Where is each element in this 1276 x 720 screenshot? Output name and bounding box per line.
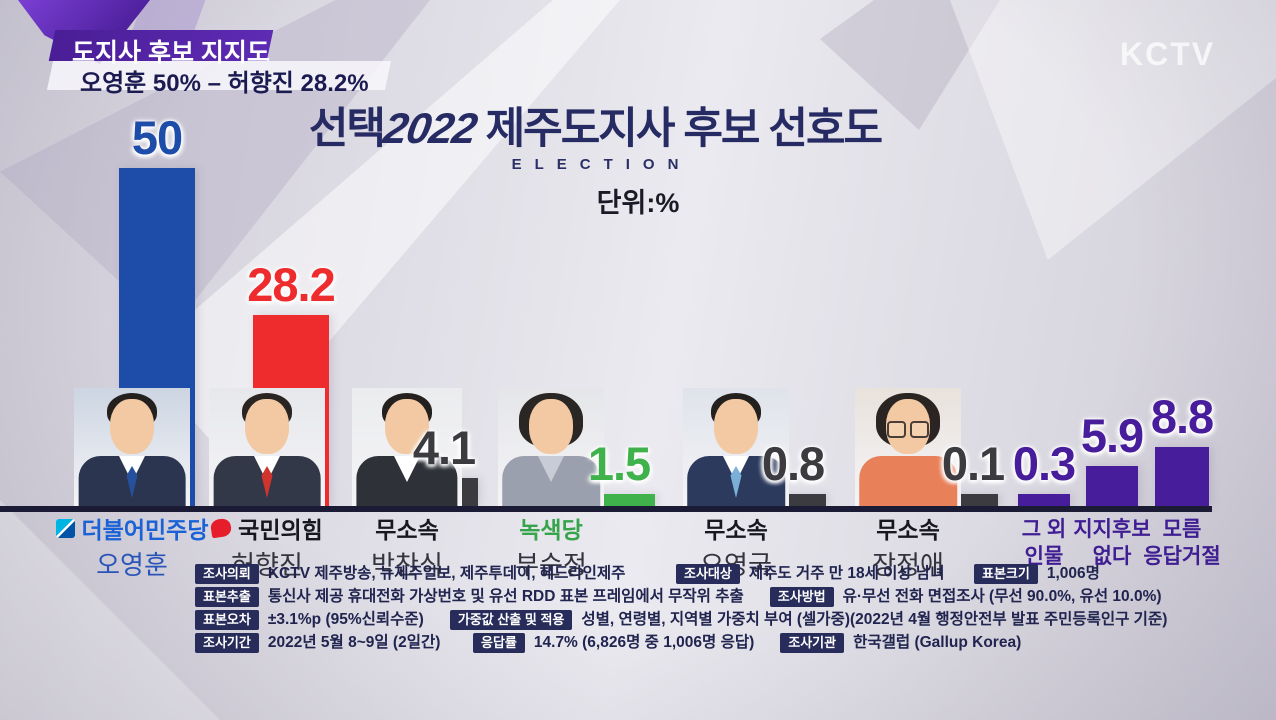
survey-item: 조사의뢰 KCTV 제주방송, 뉴제주일보, 제주투데이, 헤드라인제주 bbox=[195, 564, 650, 584]
election-logo-year: 2022 bbox=[379, 105, 480, 153]
candidate-photo-오영국 bbox=[683, 388, 789, 506]
unit-label: 단위:% bbox=[596, 188, 680, 218]
avatar-suit bbox=[859, 456, 957, 506]
party-name: 무소속 bbox=[704, 517, 768, 543]
survey-badge: 표본크기 bbox=[974, 564, 1038, 584]
party-label-장정애: 무소속 bbox=[798, 512, 1018, 544]
avatar-face bbox=[110, 399, 154, 454]
survey-item: 가중값 산출 및 적용 성별, 연령별, 지역별 가중치 부여 (셀가중)(202… bbox=[449, 610, 1168, 630]
party-label-부순정: 녹색당 bbox=[441, 512, 661, 544]
avatar-face bbox=[886, 399, 930, 454]
kctv-logo: KCTV bbox=[1120, 36, 1216, 72]
survey-badge: 조사의뢰 bbox=[195, 564, 259, 584]
party-name: 무소속 bbox=[375, 517, 439, 543]
minjoo-party-logo-icon bbox=[55, 518, 75, 538]
survey-item: 조사기간 2022년 5월 8~9일 (2일간) bbox=[195, 633, 447, 653]
avatar-tie bbox=[730, 466, 742, 498]
survey-item: 조사대상 제주도 거주 만 18세 이상 남녀 bbox=[676, 564, 948, 584]
value-label-허향진: 28.2 bbox=[247, 258, 335, 311]
party-name: 더불어민주당 bbox=[81, 517, 209, 543]
value-label-장정애: 0.1 bbox=[941, 437, 1005, 490]
party-label-오영국: 무소속 bbox=[626, 512, 846, 544]
survey-value: 2022년 5월 8~9일 (2일간) bbox=[267, 634, 441, 651]
other-category-line: 그 외 bbox=[1021, 518, 1067, 541]
survey-value: 제주도 거주 만 18세 이상 남녀 bbox=[748, 565, 945, 582]
party-label-허향진: 국민의힘 bbox=[157, 512, 377, 544]
other-category-line: 없다 bbox=[1092, 545, 1132, 568]
other-category-line: 지지후보 bbox=[1073, 518, 1151, 541]
glasses-lens bbox=[887, 421, 906, 438]
avatar-tie bbox=[261, 466, 273, 498]
value-label-그 외인물: 0.3 bbox=[1012, 437, 1076, 490]
chart-baseline bbox=[0, 506, 1212, 512]
avatar-tie bbox=[126, 466, 138, 498]
subheadline-text: 오영훈 50% – 허향진 28.2% bbox=[80, 70, 369, 97]
value-label-부순정: 1.5 bbox=[587, 437, 651, 490]
avatar-face bbox=[714, 399, 758, 454]
election-eyebrow: ELECTION bbox=[511, 156, 692, 173]
avatar-face bbox=[245, 399, 289, 454]
bar-그 외인물 bbox=[1018, 494, 1070, 506]
candidate-name-부순정: 부순정 bbox=[515, 550, 587, 580]
candidate-name-박찬식: 박찬식 bbox=[371, 550, 443, 580]
party-name: 국민의힘 bbox=[238, 517, 323, 543]
bar-모름응답거절 bbox=[1155, 447, 1209, 506]
survey-badge: 표본추출 bbox=[195, 587, 259, 607]
survey-item: 표본크기 1,006명 bbox=[974, 564, 1100, 584]
survey-value: 1,006명 bbox=[1046, 565, 1100, 582]
candidate-name-오영훈: 오영훈 bbox=[96, 550, 168, 580]
survey-item: 응답률 14.7% (6,826명 중 1,006명 응답) bbox=[473, 633, 754, 653]
survey-item: 표본오차 ±3.1%p (95%신뢰수준) bbox=[195, 610, 424, 630]
party-label-오영훈: 더불어민주당 bbox=[22, 512, 242, 544]
survey-badge: 조사기간 bbox=[195, 633, 259, 653]
survey-value: 통신사 제공 휴대전화 가상번호 및 유선 RDD 표본 프레임에서 무작위 추… bbox=[267, 588, 744, 605]
value-label-지지후보없다: 5.9 bbox=[1080, 409, 1144, 462]
survey-badge: 조사방법 bbox=[769, 587, 834, 607]
value-label-모름응답거절: 8.8 bbox=[1150, 390, 1214, 443]
survey-badge: 조사대상 bbox=[676, 564, 740, 584]
survey-row: 표본추출 통신사 제공 휴대전화 가상번호 및 유선 RDD 표본 프레임에서 무… bbox=[195, 587, 1255, 607]
survey-item: 조사기관 한국갤럽 (Gallup Korea) bbox=[780, 633, 1021, 653]
survey-row: 조사의뢰 KCTV 제주방송, 뉴제주일보, 제주투데이, 헤드라인제주 조사대상 제… bbox=[195, 564, 1255, 584]
election-logo-prefix: 선택 bbox=[308, 105, 386, 153]
glasses-icon bbox=[887, 421, 929, 438]
survey-value: 성별, 연령별, 지역별 가중치 부여 (셀가중)(2022년 4월 행정안전부… bbox=[581, 611, 1168, 628]
survey-item: 조사방법 유·무선 전화 면접조사 (무선 90.0%, 유선 10.0%) bbox=[769, 587, 1162, 607]
candidate-photo-장정애 bbox=[855, 388, 961, 506]
bar-지지후보없다 bbox=[1086, 466, 1138, 506]
survey-value: 유·무선 전화 면접조사 (무선 90.0%, 유선 10.0%) bbox=[842, 588, 1162, 605]
survey-row: 표본오차 ±3.1%p (95%신뢰수준) 가중값 산출 및 적용 성별, 연령별, … bbox=[195, 610, 1255, 630]
survey-badge: 표본오차 bbox=[195, 610, 259, 630]
party-name: 무소속 bbox=[876, 517, 940, 543]
candidate-photo-오영훈 bbox=[74, 388, 190, 506]
ppp-party-logo-icon bbox=[210, 517, 233, 539]
survey-row: 조사기간 2022년 5월 8~9일 (2일간) 응답률 14.7% (6,826명 … bbox=[195, 633, 1255, 653]
other-category-line: 응답거절 bbox=[1143, 545, 1221, 568]
survey-value: KCTV 제주방송, 뉴제주일보, 제주투데이, 헤드라인제주 bbox=[267, 565, 626, 582]
survey-item: 표본추출 통신사 제공 휴대전화 가상번호 및 유선 RDD 표본 프레임에서 무… bbox=[195, 587, 744, 607]
survey-value: 14.7% (6,826명 중 1,006명 응답) bbox=[533, 634, 755, 651]
party-name: 녹색당 bbox=[519, 517, 583, 543]
survey-value: 한국갤럽 (Gallup Korea) bbox=[853, 634, 1022, 651]
survey-methodology-panel: 조사의뢰 KCTV 제주방송, 뉴제주일보, 제주투데이, 헤드라인제주 조사대상 제… bbox=[195, 564, 1255, 653]
page-title: 선택2022 제주도지사 후보 선호도 bbox=[0, 94, 1190, 156]
value-label-오영국: 0.8 bbox=[761, 437, 825, 490]
other-category-line: 인물 bbox=[1024, 545, 1064, 568]
candidate-name-장정애: 장정애 bbox=[872, 550, 944, 580]
other-category-line: 모름 bbox=[1162, 518, 1202, 541]
title-main: 제주도지사 후보 선호도 bbox=[475, 105, 884, 153]
party-label-박찬식: 무소속 bbox=[297, 512, 517, 544]
survey-badge: 조사기관 bbox=[780, 633, 845, 653]
survey-badge: 응답률 bbox=[473, 633, 525, 653]
candidate-photo-허향진 bbox=[209, 388, 325, 506]
survey-badge: 가중값 산출 및 적용 bbox=[449, 610, 573, 630]
glasses-lens bbox=[910, 421, 929, 438]
survey-value: ±3.1%p (95%신뢰수준) bbox=[267, 611, 424, 628]
value-label-박찬식: 4.1 bbox=[412, 421, 476, 474]
